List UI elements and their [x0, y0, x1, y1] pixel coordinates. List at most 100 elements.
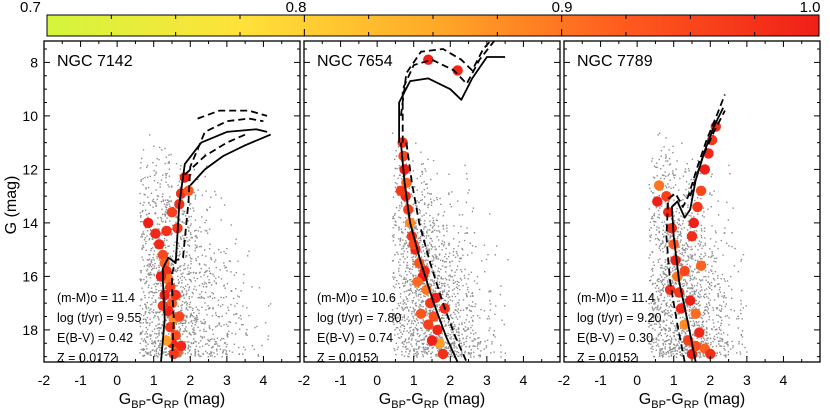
- field-star: [707, 337, 709, 339]
- field-star: [406, 264, 408, 266]
- field-star: [407, 300, 409, 302]
- field-star: [179, 338, 181, 340]
- field-star: [401, 248, 403, 250]
- field-star: [447, 332, 449, 335]
- field-star: [392, 272, 395, 274]
- field-star: [171, 233, 173, 235]
- field-star: [662, 165, 665, 167]
- field-star: [145, 240, 147, 243]
- field-star: [669, 327, 671, 330]
- field-star: [663, 327, 665, 329]
- colorbar-ticks: [46, 15, 820, 36]
- field-star: [446, 317, 448, 319]
- field-star: [427, 312, 430, 315]
- field-star: [675, 267, 677, 269]
- field-star: [662, 290, 665, 292]
- field-star: [148, 263, 150, 265]
- field-star: [429, 345, 431, 347]
- field-star: [152, 264, 154, 266]
- field-star: [665, 329, 667, 331]
- field-star: [397, 337, 400, 339]
- field-star: [401, 203, 403, 205]
- field-star: [443, 211, 446, 213]
- x-axis-label: GBP-GRP (mag): [639, 391, 745, 410]
- field-star: [199, 245, 201, 248]
- field-star: [214, 340, 216, 343]
- field-star: [411, 302, 414, 304]
- field-star: [413, 350, 416, 352]
- field-star: [461, 333, 463, 336]
- field-star: [211, 329, 214, 331]
- field-star: [165, 211, 167, 214]
- field-star: [654, 302, 657, 304]
- field-star: [153, 283, 155, 286]
- field-star: [463, 342, 465, 344]
- field-star: [724, 349, 726, 351]
- field-star: [186, 273, 189, 275]
- field-star: [653, 303, 655, 305]
- field-star: [206, 270, 208, 272]
- field-star: [394, 212, 396, 215]
- field-star: [725, 354, 727, 357]
- field-star: [177, 247, 179, 250]
- field-star: [436, 304, 438, 306]
- field-star: [460, 257, 462, 260]
- field-star: [691, 255, 693, 257]
- field-star: [176, 271, 178, 273]
- field-star: [488, 329, 490, 332]
- field-star: [430, 356, 432, 358]
- field-star: [494, 313, 496, 315]
- field-star: [724, 227, 726, 229]
- field-star: [648, 208, 651, 210]
- field-star: [179, 330, 181, 332]
- field-star: [159, 349, 161, 351]
- field-star: [161, 247, 164, 250]
- field-star: [443, 320, 446, 322]
- field-star: [687, 255, 689, 257]
- field-star: [194, 317, 196, 320]
- field-star: [501, 319, 503, 321]
- field-star: [188, 295, 190, 298]
- field-star: [399, 258, 401, 261]
- field-star: [153, 273, 155, 276]
- field-star: [436, 230, 438, 232]
- field-star: [400, 336, 403, 338]
- field-star: [457, 340, 459, 342]
- field-star: [157, 352, 160, 354]
- field-star: [703, 276, 705, 278]
- field-star: [446, 335, 448, 337]
- field-star: [409, 349, 411, 351]
- field-star: [648, 336, 650, 338]
- field-star: [667, 295, 669, 297]
- field-star: [653, 220, 655, 223]
- x-tick-label: 1: [150, 372, 158, 388]
- field-star: [483, 310, 486, 312]
- field-star: [404, 319, 406, 322]
- field-star: [160, 232, 163, 234]
- field-star: [149, 351, 152, 353]
- field-star: [401, 230, 403, 233]
- field-star: [422, 306, 424, 308]
- field-star: [193, 191, 195, 194]
- member-star: [174, 311, 185, 322]
- field-star: [741, 336, 744, 338]
- field-star: [660, 294, 662, 297]
- field-star: [407, 200, 409, 203]
- field-star: [684, 348, 687, 350]
- field-star: [446, 258, 448, 260]
- field-star: [693, 302, 696, 305]
- field-star: [428, 329, 430, 331]
- field-star: [662, 286, 665, 289]
- field-star: [189, 225, 192, 227]
- field-star: [671, 348, 674, 350]
- field-star: [401, 316, 404, 318]
- field-star: [412, 228, 414, 230]
- field-star: [153, 267, 155, 269]
- field-star: [423, 259, 425, 261]
- field-star: [489, 309, 492, 311]
- field-star: [664, 328, 666, 330]
- member-star: [652, 196, 663, 207]
- field-star: [702, 314, 704, 317]
- field-star: [401, 306, 403, 308]
- field-star: [162, 321, 164, 323]
